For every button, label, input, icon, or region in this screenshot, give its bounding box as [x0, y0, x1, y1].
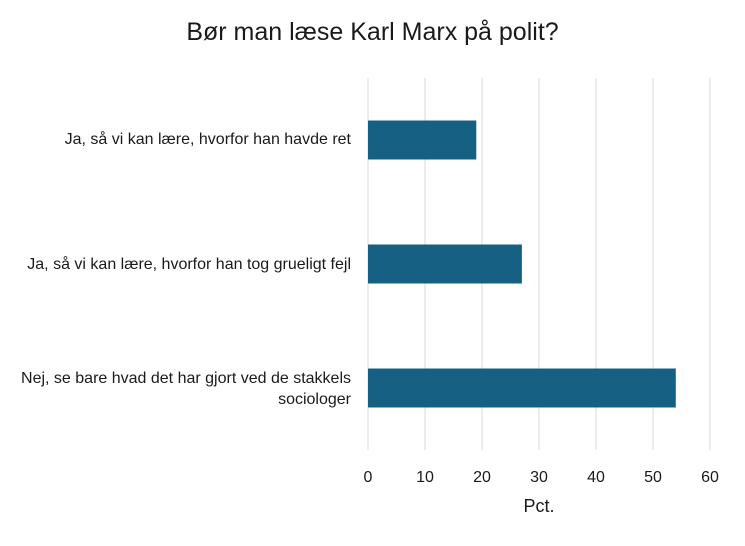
- category-label-2: Ja, så vi kan lære, hvorfor han tog grue…: [27, 256, 351, 273]
- bar-3: [368, 368, 676, 408]
- bar-1: [368, 120, 477, 160]
- x-tick-label-60: 60: [701, 469, 719, 486]
- x-tick-label-40: 40: [587, 469, 605, 486]
- x-axis-label: Pct.: [523, 496, 555, 516]
- category-label-1: Ja, så vi kan lære, hvorfor han havde re…: [64, 131, 351, 148]
- category-label-3: Nej, se bare hvad det har gjort ved de s…: [21, 370, 351, 408]
- x-tick-label-0: 0: [364, 469, 373, 486]
- bar-2: [368, 244, 522, 284]
- chart-title: Bør man læse Karl Marx på polit?: [186, 18, 559, 46]
- x-tick-label-50: 50: [644, 469, 662, 486]
- x-tick-label-10: 10: [416, 469, 434, 486]
- x-tick-label-30: 30: [530, 469, 548, 486]
- x-tick-label-20: 20: [473, 469, 491, 486]
